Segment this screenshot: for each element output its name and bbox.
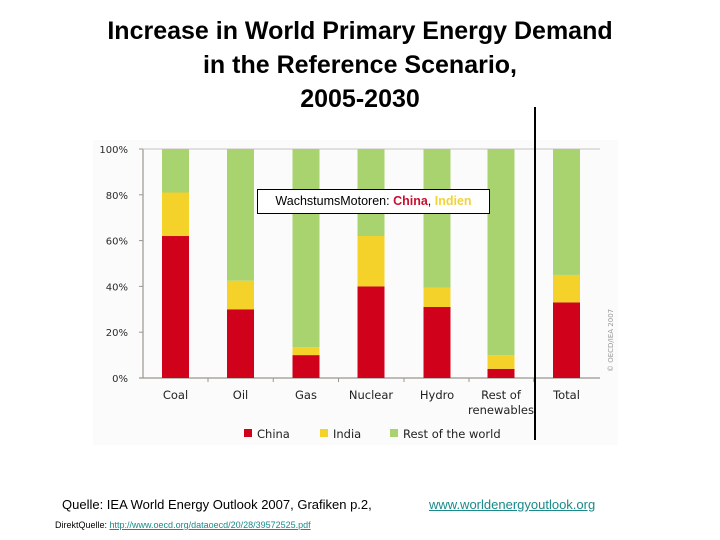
direct-source: DirektQuelle: http://www.oecd.org/dataoe…	[55, 520, 311, 530]
category-label: Coal	[163, 388, 188, 402]
bar-segment-rest-of-the-world	[292, 149, 320, 348]
bar-segment-rest-of-the-world	[227, 149, 254, 281]
source-text: Quelle: IEA World Energy Outlook 2007, G…	[62, 497, 372, 512]
category-label: Total	[552, 388, 580, 402]
title-line-3: 2005-2030	[300, 85, 420, 113]
annotation-india: Indien	[434, 194, 472, 208]
title-line-2: in the Reference Scenario,	[202, 51, 517, 79]
vertical-divider-line	[534, 107, 536, 440]
category-label: Hydro	[420, 388, 454, 402]
legend-label: India	[333, 427, 361, 441]
category-label: Nuclear	[349, 388, 394, 402]
category-label: renewables	[468, 403, 534, 417]
bar-segment-rest-of-the-world	[162, 149, 189, 193]
bar-segment-india	[487, 355, 515, 369]
legend-label: China	[257, 427, 290, 441]
legend-swatch-rest-of-the-world	[390, 429, 398, 437]
annotation-prefix: WachstumsMotoren:	[275, 194, 394, 208]
bar-segment-india	[227, 280, 254, 310]
annotation-china: China	[393, 194, 428, 208]
annotation-separator: ,	[427, 194, 435, 208]
y-tick-label: 100%	[99, 145, 128, 156]
bar-segment-china	[162, 236, 189, 378]
copyright-text: © OECD/IEA 2007	[607, 309, 615, 372]
bar-segment-china	[553, 302, 580, 378]
direct-source-label: DirektQuelle:	[55, 520, 110, 530]
bar-segment-china	[292, 355, 320, 378]
bar-segment-india	[423, 287, 451, 308]
bar-segment-rest-of-the-world	[487, 149, 515, 356]
y-tick-label: 20%	[106, 328, 128, 339]
y-tick-label: 0%	[112, 374, 128, 385]
chart-legend: China India Rest of the world	[244, 427, 501, 441]
bar-segment-india	[292, 347, 320, 356]
chart-bars	[162, 149, 580, 378]
annotation-box: WachstumsMotoren: China, Indien	[257, 189, 490, 214]
legend-swatch-india	[320, 429, 328, 437]
y-tick-label: 40%	[106, 282, 128, 293]
y-tick-label: 60%	[106, 237, 128, 248]
bar-segment-india	[162, 192, 189, 237]
bar-segment-india	[357, 236, 385, 287]
direct-source-link[interactable]: http://www.oecd.org/dataoecd/20/28/39572…	[109, 520, 311, 530]
slide-title: Increase in World Primary Energy Demand …	[0, 14, 720, 116]
legend-label: Rest of the world	[403, 427, 501, 441]
bar-segment-rest-of-the-world	[553, 149, 580, 275]
bar-segment-china	[423, 307, 451, 378]
bar-segment-rest-of-the-world	[423, 149, 451, 288]
legend-swatch-china	[244, 429, 252, 437]
y-tick-label: 80%	[106, 191, 128, 202]
bar-segment-china	[487, 368, 515, 378]
category-label: Gas	[295, 388, 317, 402]
category-label: Oil	[233, 388, 248, 402]
website-link[interactable]: www.worldenergyoutlook.org	[429, 497, 596, 512]
category-label: Rest of	[481, 388, 522, 402]
title-line-1: Increase in World Primary Energy Demand	[107, 17, 613, 45]
bar-segment-china	[227, 309, 254, 378]
bar-segment-china	[357, 286, 385, 378]
bar-segment-india	[553, 274, 580, 303]
